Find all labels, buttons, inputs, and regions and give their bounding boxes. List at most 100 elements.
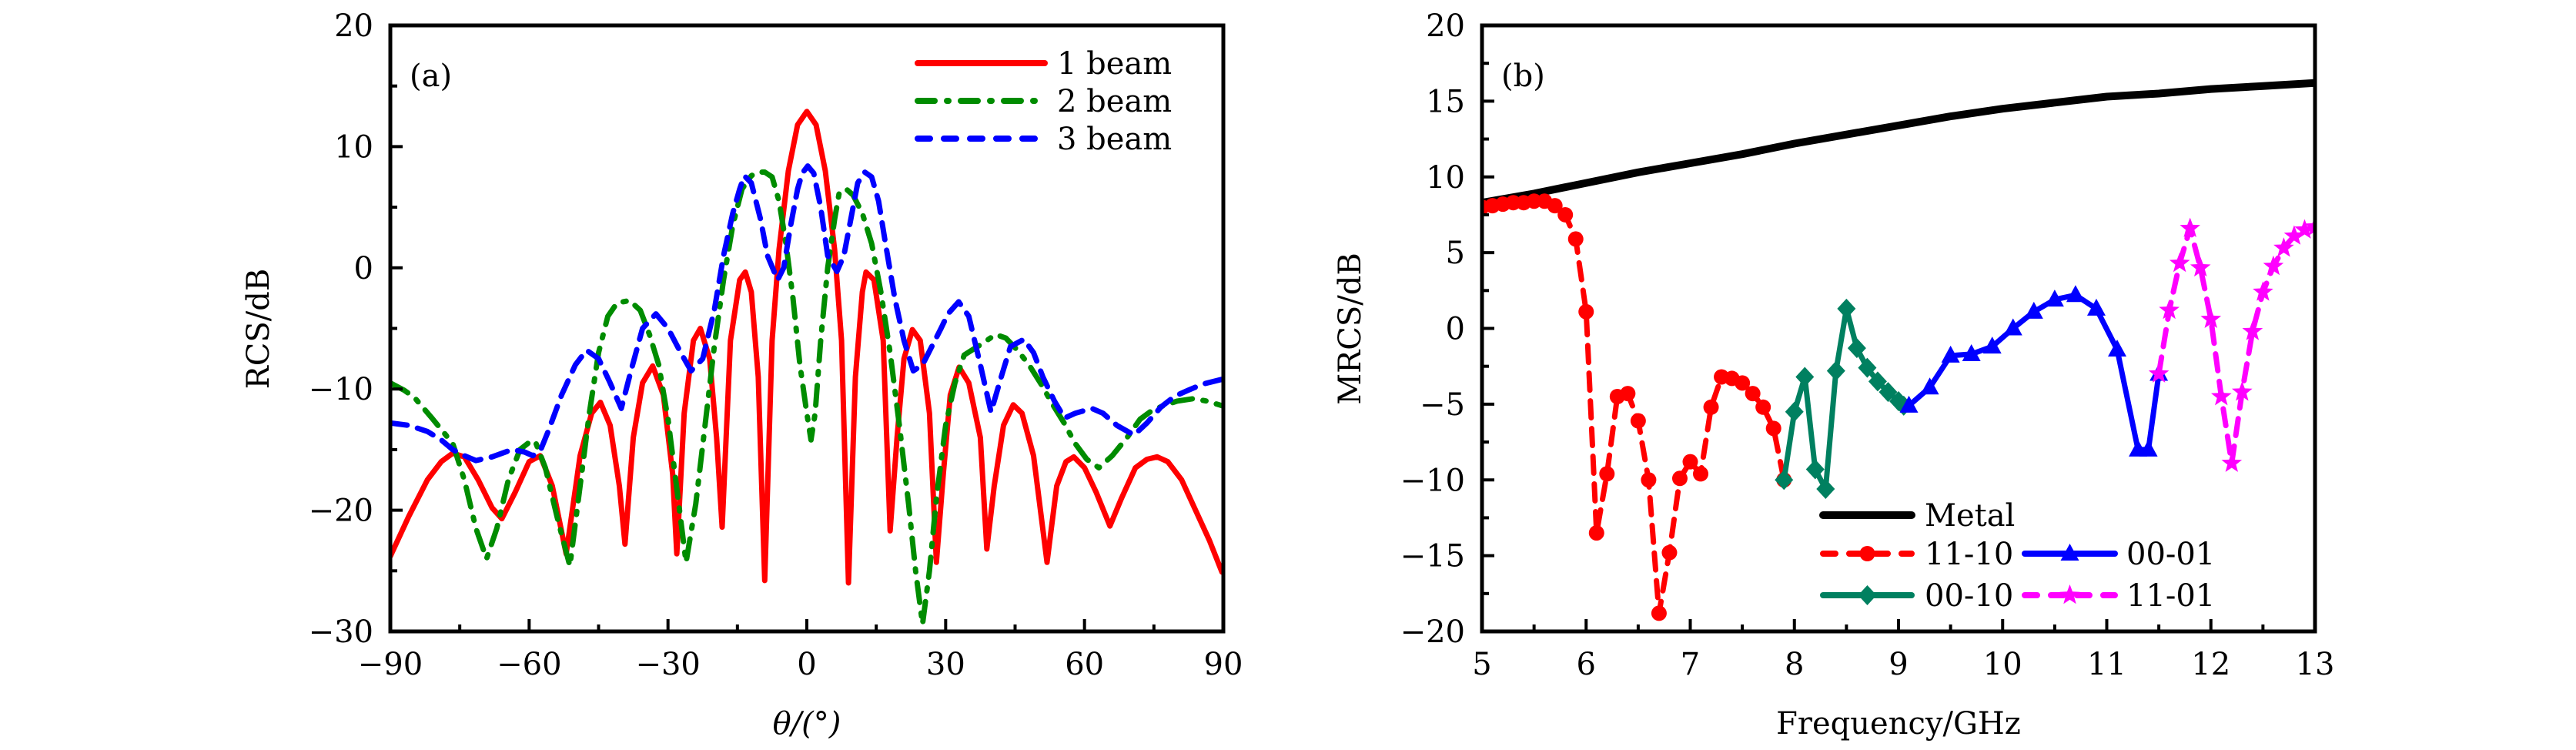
chart-b-series-11-01-point bbox=[2232, 381, 2253, 401]
chart-b-y-tick-label: −5 bbox=[1420, 387, 1465, 423]
chart-b-series-11-10-point bbox=[1661, 544, 1678, 561]
legend-marker-00-10 bbox=[1858, 585, 1877, 605]
chart-b-series-11-10-point bbox=[1755, 399, 1771, 415]
chart-a-series-1-beam-line bbox=[390, 109, 1223, 586]
chart-b-series-00-10-point bbox=[1826, 360, 1845, 381]
chart-a-y-tick-label: −20 bbox=[309, 494, 373, 529]
chart-b-series-00-01-point bbox=[1962, 343, 1981, 361]
chart-b-series-11-01 bbox=[2148, 216, 2315, 472]
chart-b-series-00-10-point bbox=[1795, 367, 1815, 387]
chart-b-y-tick-label: 20 bbox=[1426, 8, 1465, 44]
chart-a-x-tick-label: 90 bbox=[1204, 647, 1243, 682]
chart-a-y-axis-title: RCS/dB bbox=[241, 269, 276, 390]
chart-b-y-axis-title: MRCS/dB bbox=[1333, 253, 1368, 405]
chart-b-series-00-10 bbox=[1775, 298, 1913, 500]
chart-a-series-2-beam-line bbox=[390, 169, 1223, 628]
chart-b-series-00-01-point bbox=[2139, 439, 2158, 457]
chart-b-series-11-01-point bbox=[2273, 237, 2294, 257]
chart-a-y-tick-label: 20 bbox=[334, 8, 373, 44]
chart-b-x-tick-label: 10 bbox=[1983, 647, 2022, 682]
chart-a-ticks: −90 −60 −30 0 30 60 90 −30 −20 −10 0 10 20 bbox=[309, 8, 1243, 682]
chart-b-plot-area bbox=[1482, 79, 2315, 621]
legend-label: Metal bbox=[1925, 498, 2015, 534]
chart-b-series-11-01-point bbox=[2148, 363, 2170, 383]
chart-b-series-00-01-point bbox=[1941, 345, 1960, 363]
chart-a-x-tick-label: −30 bbox=[635, 647, 700, 682]
chart-b-y-tick-label: −15 bbox=[1400, 539, 1465, 574]
chart-b-series-11-10-point bbox=[1735, 375, 1751, 391]
chart-b-series-00-10-point bbox=[1816, 479, 1835, 500]
chart-b-series-11-10-point bbox=[1630, 413, 1646, 429]
chart-b-series-11-01-point bbox=[2180, 217, 2200, 237]
chart-b-series-00-01-point bbox=[1982, 336, 2002, 354]
chart-b-series-11-10-point bbox=[1599, 466, 1615, 482]
chart-b-series-11-10-point bbox=[1641, 472, 1657, 488]
legend-label: 00-10 bbox=[1925, 578, 2013, 614]
chart-b-series-00-10-point bbox=[1847, 338, 1866, 359]
chart-b-series-metal bbox=[1482, 79, 2315, 207]
chart-b-series-11-10-point bbox=[1671, 470, 1688, 487]
legend-marker-11-10 bbox=[1859, 546, 1875, 561]
chart-b-series-00-10-point bbox=[1775, 470, 1794, 491]
chart-b-series-00-10-point bbox=[1868, 371, 1887, 392]
chart-a-y-tick-label: −10 bbox=[309, 372, 373, 407]
chart-b-series-00-01-point bbox=[2066, 285, 2085, 303]
chart-b-series-00-01-point bbox=[2045, 290, 2064, 307]
chart-a-panel-label: (a) bbox=[410, 59, 452, 94]
chart-a-x-tick-label: 60 bbox=[1065, 647, 1104, 682]
chart-b-x-axis-title: Frequency/GHz bbox=[1776, 706, 2021, 742]
chart-a-y-tick-label: −30 bbox=[309, 614, 373, 650]
chart-b-series-11-01-point bbox=[2211, 386, 2232, 406]
chart-b-series-00-01-point bbox=[2108, 340, 2127, 357]
chart-b-series-11-10-line bbox=[1482, 198, 1787, 616]
chart-b-series-11-01-point bbox=[2242, 320, 2263, 340]
chart-b-series-11-01-point bbox=[2169, 252, 2190, 273]
chart-b-series-00-10-point bbox=[1805, 459, 1825, 480]
chart-b-x-tick-label: 13 bbox=[2296, 647, 2335, 682]
chart-b-series-11-10-point bbox=[1557, 206, 1574, 223]
chart-b-y-tick-label: 15 bbox=[1426, 84, 1465, 119]
chart-b-series-11-10-point bbox=[1620, 386, 1636, 402]
chart-a-x-tick-label: 0 bbox=[797, 647, 816, 682]
chart-b-series-11-10-point bbox=[1745, 386, 1761, 402]
chart-b-series-11-01-point bbox=[2294, 219, 2315, 239]
chart-b-x-tick-label: 11 bbox=[2087, 647, 2126, 682]
chart-b-series-11-01-point bbox=[2200, 308, 2222, 328]
legend-marker-00-01 bbox=[2060, 544, 2079, 561]
chart-b-series-00-01-point bbox=[2086, 298, 2106, 316]
chart-b-series-11-01-point bbox=[2283, 225, 2305, 245]
chart-a-series-2-beam bbox=[390, 169, 1223, 628]
chart-a: −90 −60 −30 0 30 60 90 −30 −20 −10 0 10 20 (a) θ/(°)… bbox=[241, 8, 1243, 742]
chart-a-plot-area bbox=[390, 109, 1223, 628]
chart-b-series-11-10-point bbox=[1703, 399, 1719, 415]
chart-b-y-tick-label: 10 bbox=[1426, 160, 1465, 196]
chart-b-x-tick-label: 7 bbox=[1681, 647, 1700, 682]
chart-b-series-00-10-point bbox=[1858, 357, 1877, 378]
chart-b: 5 6 7 8 9 10 11 12 13 −20 −15 −10 −5 0 5 10 15 20 (b) Fre… bbox=[1333, 8, 2334, 742]
legend-label: 11-01 bbox=[2126, 578, 2215, 614]
chart-b-series-00-01-point bbox=[2003, 318, 2022, 336]
chart-a-x-axis-title: θ/(°) bbox=[773, 706, 841, 742]
legend-label: 2 beam bbox=[1057, 84, 1172, 119]
chart-b-series-11-10-point bbox=[1588, 525, 1604, 541]
chart-b-series-11-10-point bbox=[1547, 198, 1563, 214]
chart-a-y-tick-label: 0 bbox=[354, 251, 373, 286]
chart-a-x-tick-label: 30 bbox=[926, 647, 965, 682]
chart-b-series-11-01-point bbox=[2221, 452, 2243, 472]
chart-b-series-00-10-point bbox=[1837, 298, 1856, 319]
chart-b-y-tick-label: 5 bbox=[1446, 236, 1465, 271]
chart-b-series-11-01-point bbox=[2304, 216, 2315, 236]
chart-a-series-3-beam bbox=[390, 163, 1223, 464]
chart-b-x-tick-label: 5 bbox=[1472, 647, 1491, 682]
chart-b-x-tick-label: 12 bbox=[2191, 647, 2230, 682]
chart-b-series-11-01-point bbox=[2159, 299, 2180, 320]
legend-marker-11-01 bbox=[2059, 584, 2080, 604]
chart-b-series-00-10-point bbox=[1785, 401, 1804, 422]
chart-b-y-tick-label: −20 bbox=[1400, 614, 1465, 650]
chart-b-series-00-01 bbox=[1899, 285, 2169, 457]
chart-b-series-11-10-point bbox=[1682, 454, 1698, 470]
legend-label: 11-10 bbox=[1925, 537, 2013, 572]
chart-b-x-tick-label: 9 bbox=[1889, 647, 1908, 682]
